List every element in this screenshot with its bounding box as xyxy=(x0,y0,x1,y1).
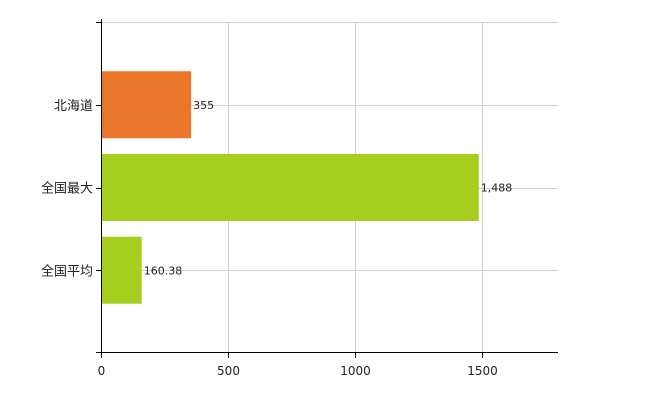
data-label: 1,488 xyxy=(481,182,512,195)
x-tick-label: 0 xyxy=(98,364,106,378)
bar xyxy=(101,236,142,304)
x-tick-label: 500 xyxy=(217,364,240,378)
labels: 355 北海道 1,488 全国最大 160.38 全国平均 0 500 1000 1500 xyxy=(41,99,512,378)
bar xyxy=(101,71,192,139)
bars xyxy=(101,71,479,304)
category-label: 全国平均 xyxy=(41,263,93,279)
x-tick-label: 1000 xyxy=(340,364,371,378)
axes xyxy=(96,19,558,358)
category-label: 全国最大 xyxy=(41,181,93,197)
category-label: 北海道 xyxy=(54,99,93,114)
data-label: 355 xyxy=(193,99,214,112)
x-tick-label: 1500 xyxy=(467,364,498,378)
data-label: 160.38 xyxy=(144,264,183,277)
bar xyxy=(101,154,479,221)
